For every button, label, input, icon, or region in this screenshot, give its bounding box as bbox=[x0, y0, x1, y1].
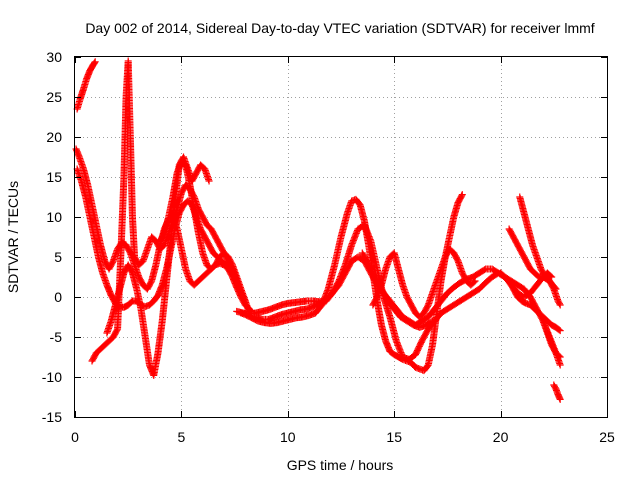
series-arc-14 bbox=[505, 225, 556, 281]
series-arc-10 bbox=[369, 245, 479, 321]
y-tick-label: 0 bbox=[54, 289, 62, 305]
series-arc-11 bbox=[358, 249, 437, 331]
data-point bbox=[429, 317, 437, 325]
data-point bbox=[205, 177, 213, 185]
data-point bbox=[91, 58, 99, 66]
y-tick-label: -15 bbox=[42, 409, 62, 425]
series-arc-08 bbox=[233, 221, 560, 363]
data-point bbox=[458, 192, 466, 200]
x-tick-label: 20 bbox=[493, 429, 509, 445]
data-point bbox=[548, 273, 556, 281]
y-tick-label: 25 bbox=[46, 89, 62, 105]
data-point bbox=[427, 318, 435, 326]
data-point bbox=[91, 59, 99, 67]
y-tick-label: -5 bbox=[50, 329, 63, 345]
data-point bbox=[555, 300, 563, 308]
y-tick-label: 30 bbox=[46, 49, 62, 65]
data-point bbox=[556, 361, 564, 369]
x-tick-label: 25 bbox=[599, 429, 615, 445]
data-point bbox=[470, 278, 478, 286]
x-tick-label: 10 bbox=[280, 429, 296, 445]
y-tick-label: 15 bbox=[46, 169, 62, 185]
data-marks bbox=[72, 57, 564, 403]
series-arc-07 bbox=[237, 191, 466, 375]
data-point bbox=[547, 272, 555, 280]
data-point bbox=[556, 327, 564, 335]
y-tick-label: 20 bbox=[46, 129, 62, 145]
data-point bbox=[555, 326, 563, 334]
y-tick-label: -10 bbox=[42, 369, 62, 385]
y-tick-label: 10 bbox=[46, 209, 62, 225]
x-axis-label: GPS time / hours bbox=[287, 457, 394, 473]
plot-border bbox=[74, 56, 608, 418]
series-arc-06 bbox=[156, 157, 253, 317]
x-tick-label: 5 bbox=[178, 429, 186, 445]
x-tick-label: 15 bbox=[386, 429, 402, 445]
chart-title: Day 002 of 2014, Sidereal Day-to-day VTE… bbox=[85, 20, 594, 36]
data-point bbox=[556, 301, 564, 309]
series-arc-01 bbox=[73, 58, 99, 113]
x-tick-label: 0 bbox=[71, 429, 79, 445]
y-axis-label: SDTVAR / TECUs bbox=[5, 181, 21, 293]
data-point bbox=[556, 395, 564, 403]
axis-ticks bbox=[75, 57, 608, 418]
data-point bbox=[458, 191, 466, 199]
y-tick-label: 5 bbox=[54, 249, 62, 265]
series-arc-12 bbox=[497, 269, 564, 335]
series-arc-15 bbox=[539, 317, 564, 369]
tick-labels: 0 5 10 15 20 25 -15 -10 -5 0 5 10 15 20 25 30 bbox=[42, 49, 615, 445]
data-point bbox=[471, 277, 479, 285]
series-arc-13 bbox=[516, 193, 564, 309]
series-arc-16 bbox=[550, 381, 564, 403]
series-arc-09 bbox=[252, 253, 564, 361]
